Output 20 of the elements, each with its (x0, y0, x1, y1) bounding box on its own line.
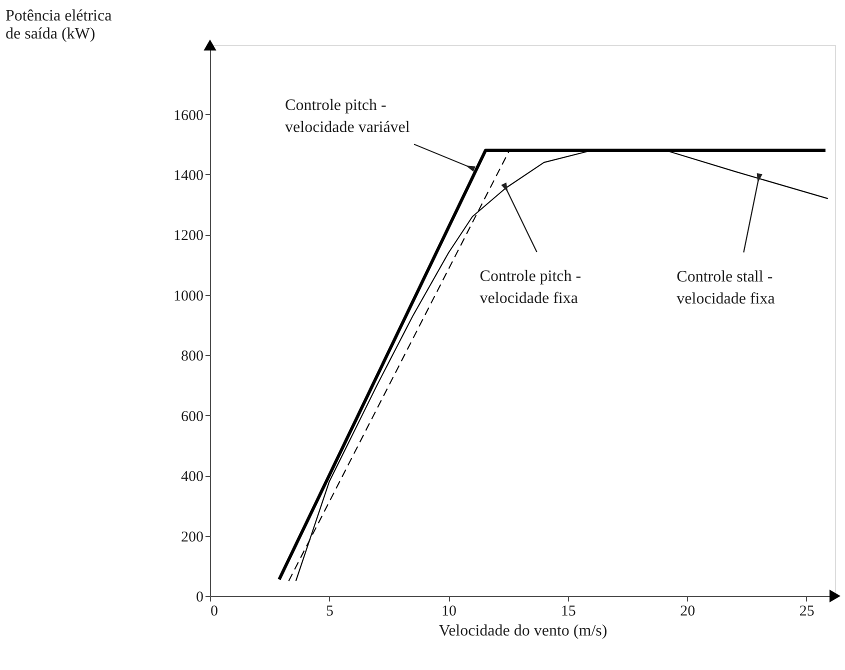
y-tick-label: 1200 (174, 228, 204, 244)
y-axis-title: Potência elétrica de saída (kW) (6, 8, 112, 42)
y-tick-label: 1600 (174, 108, 204, 124)
annotation: Controle pitch - velocidade variável (285, 97, 410, 136)
y-tick-label: 1400 (174, 168, 204, 184)
y-tick-label: 0 (196, 590, 204, 606)
annotation: Controle pitch - velocidade fixa (480, 268, 582, 308)
x-tick-label: 0 (210, 604, 218, 620)
annotation: Controle stall - velocidade fixa (676, 268, 775, 308)
x-tick-label: 5 (326, 604, 334, 620)
x-axis-title: Velocidade do vento (m/s) (438, 622, 608, 640)
y-tick-label: 800 (181, 348, 204, 365)
x-tick-label: 25 (799, 604, 814, 620)
y-tick-label: 1000 (174, 288, 204, 304)
x-tick-label: 20 (680, 604, 696, 620)
y-tick-label: 400 (181, 469, 204, 486)
x-tick-label: 10 (442, 604, 457, 620)
y-tick-label: 200 (181, 529, 204, 546)
x-tick-label: 15 (560, 604, 576, 620)
y-tick-label: 600 (181, 408, 204, 425)
